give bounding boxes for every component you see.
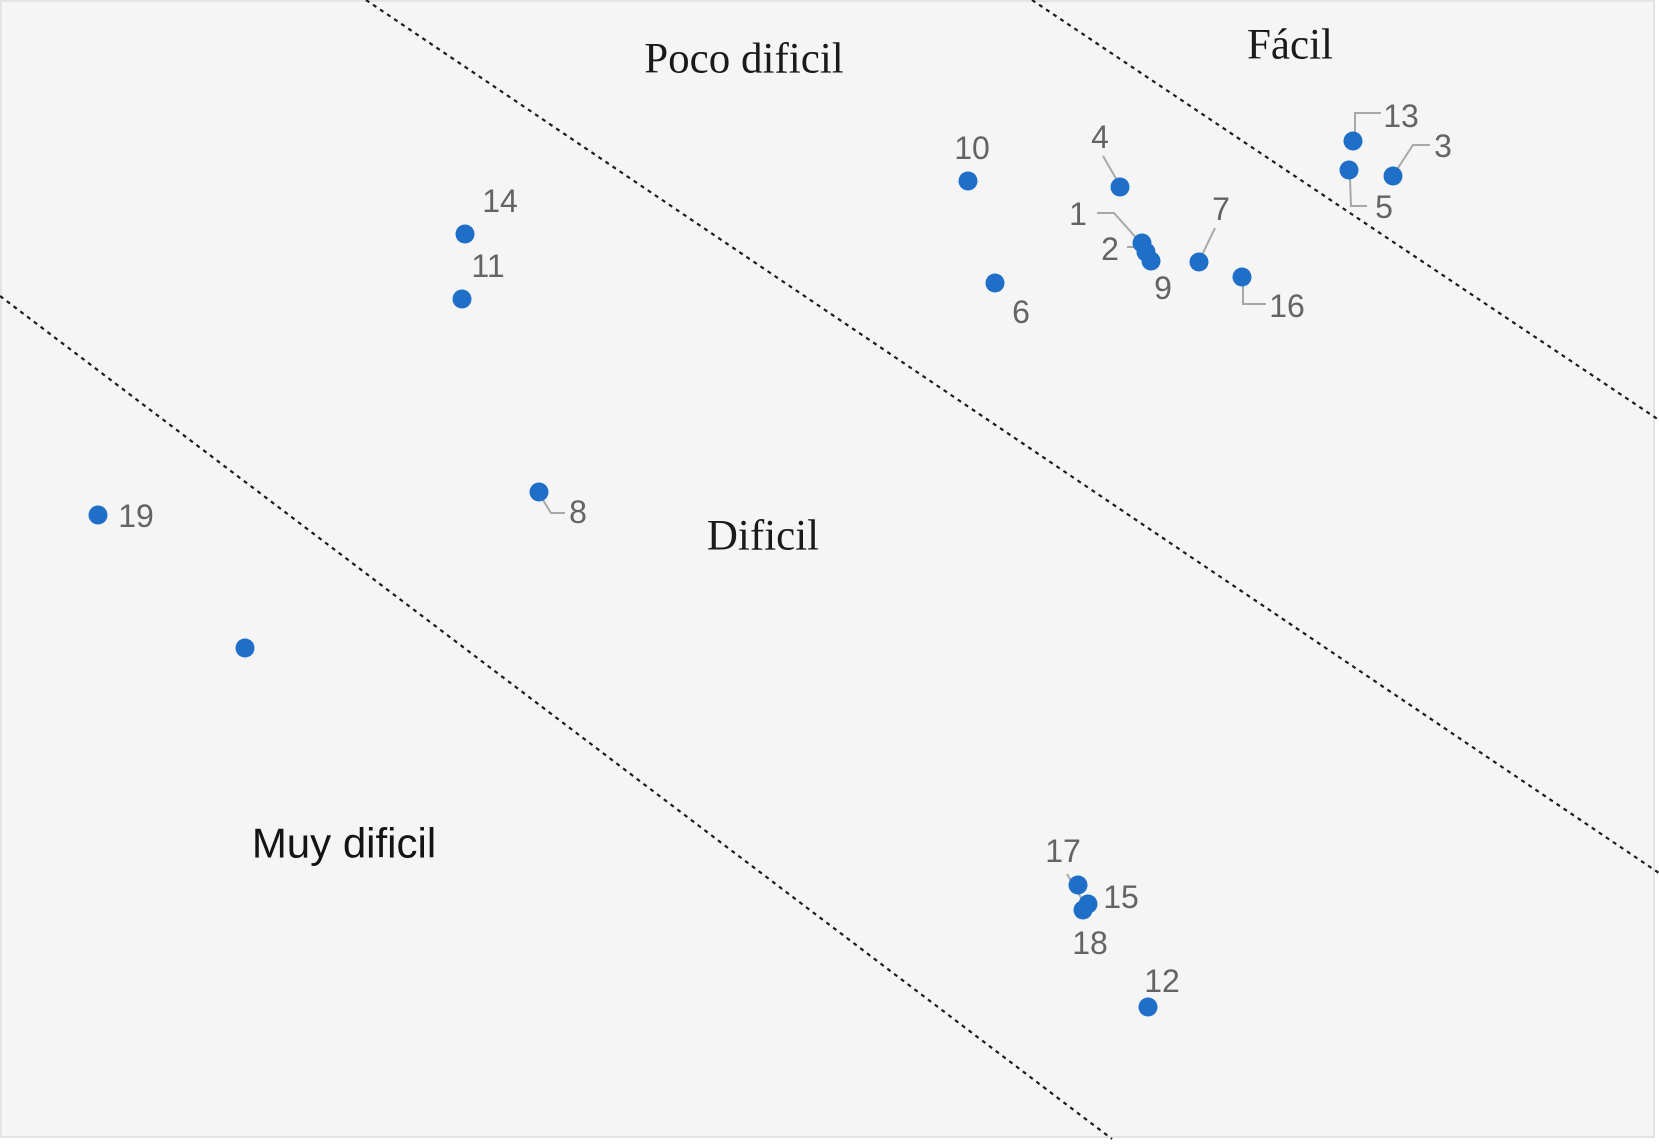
leader-line-8 xyxy=(542,499,565,514)
data-point-14 xyxy=(455,224,475,244)
data-point-label-7: 7 xyxy=(1212,191,1230,227)
leader-line-1 xyxy=(1097,212,1140,242)
data-point-7 xyxy=(1189,252,1209,272)
boundary-line-poco-dificil xyxy=(365,0,1659,874)
data-point-label-1: 1 xyxy=(1069,196,1087,232)
data-point-label-14: 14 xyxy=(482,183,518,219)
boundary-line-dificil-muy xyxy=(0,295,1113,1140)
data-point-label-12: 12 xyxy=(1144,963,1180,999)
data-point-label-11: 11 xyxy=(471,248,504,284)
data-point-label-10: 10 xyxy=(954,130,990,166)
data-point-unlabeled xyxy=(235,638,255,658)
region-label-muy-dificil: Muy dificil xyxy=(252,820,436,867)
data-point-label-17: 17 xyxy=(1045,833,1081,869)
data-point-17 xyxy=(1068,875,1088,895)
leader-line-16 xyxy=(1242,286,1266,305)
leader-line-13 xyxy=(1354,112,1381,133)
data-point-3 xyxy=(1383,166,1403,186)
data-point-16 xyxy=(1232,267,1252,287)
data-point-8 xyxy=(529,482,549,502)
data-point-label-19: 19 xyxy=(118,498,154,534)
data-point-label-6: 6 xyxy=(1012,294,1030,330)
data-point-label-3: 3 xyxy=(1434,128,1452,164)
leader-line-7 xyxy=(1201,227,1216,256)
data-point-label-5: 5 xyxy=(1375,189,1393,225)
region-label-f-cil: Fácil xyxy=(1247,22,1333,69)
data-point-label-8: 8 xyxy=(569,494,587,530)
data-point-label-16: 16 xyxy=(1269,288,1305,324)
data-point-label-18: 18 xyxy=(1072,925,1108,961)
data-point-18 xyxy=(1073,900,1093,920)
data-point-label-15: 15 xyxy=(1103,879,1139,915)
region-label-dificil: Dificil xyxy=(707,513,819,560)
data-point-label-2: 2 xyxy=(1101,231,1119,267)
data-point-10 xyxy=(958,171,978,191)
data-point-label-4: 4 xyxy=(1091,119,1109,155)
data-point-5 xyxy=(1339,160,1359,180)
data-point-12 xyxy=(1138,997,1158,1017)
region-label-poco-dificil: Poco dificil xyxy=(644,36,843,83)
boundary-line-facil-poco xyxy=(1031,0,1659,421)
data-point-label-13: 13 xyxy=(1383,98,1419,134)
leader-line-4 xyxy=(1102,155,1119,183)
data-point-label-9: 9 xyxy=(1154,270,1172,306)
data-point-6 xyxy=(985,273,1005,293)
data-point-11 xyxy=(452,289,472,309)
leader-line-3 xyxy=(1395,144,1430,172)
leader-line-5 xyxy=(1349,178,1367,207)
data-point-19 xyxy=(88,505,108,525)
data-point-4 xyxy=(1110,177,1130,197)
data-point-9 xyxy=(1141,251,1161,271)
data-point-13 xyxy=(1343,131,1363,151)
